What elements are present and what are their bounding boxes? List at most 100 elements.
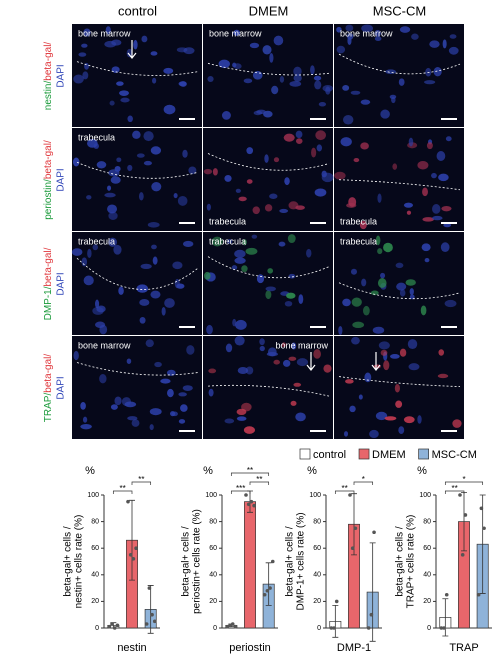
data-point bbox=[228, 623, 232, 628]
cell bbox=[377, 278, 387, 288]
cell bbox=[259, 338, 265, 346]
data-point bbox=[332, 626, 336, 630]
cell bbox=[208, 388, 214, 397]
row-label-part: beta-gal/ bbox=[43, 42, 54, 81]
y-tick-label: 60 bbox=[209, 545, 217, 552]
cell bbox=[246, 147, 254, 155]
cell bbox=[438, 349, 445, 356]
cell bbox=[421, 243, 431, 252]
cell bbox=[361, 278, 367, 287]
cell bbox=[423, 80, 436, 85]
y-tick-label: 20 bbox=[209, 598, 217, 605]
cell bbox=[249, 42, 260, 49]
row-label: periostin/beta-gal/ bbox=[43, 140, 54, 220]
cell bbox=[340, 137, 352, 147]
cell bbox=[237, 366, 249, 374]
cell bbox=[171, 411, 178, 417]
cell bbox=[431, 172, 437, 179]
data-point bbox=[372, 530, 376, 535]
cell bbox=[374, 36, 382, 42]
cell bbox=[392, 163, 398, 170]
cell bbox=[132, 130, 141, 139]
cell bbox=[432, 204, 441, 214]
data-point bbox=[107, 624, 112, 629]
significance-bracket bbox=[334, 490, 355, 494]
y-tick-label: 20 bbox=[313, 598, 321, 605]
cell bbox=[346, 203, 357, 208]
cell bbox=[289, 81, 302, 87]
cell bbox=[452, 419, 462, 428]
cell bbox=[310, 65, 315, 75]
cell bbox=[314, 188, 327, 197]
cell bbox=[399, 289, 406, 297]
cell bbox=[291, 342, 297, 350]
cell bbox=[286, 292, 296, 299]
data-point bbox=[463, 513, 468, 517]
unit: % bbox=[307, 465, 317, 477]
cell bbox=[126, 48, 133, 58]
cell bbox=[164, 298, 175, 308]
cell bbox=[438, 173, 449, 182]
cell bbox=[73, 350, 79, 361]
cell bbox=[243, 426, 256, 434]
cell bbox=[420, 305, 427, 316]
cell bbox=[86, 195, 92, 200]
y-tick-label: 100 bbox=[419, 492, 431, 499]
cell bbox=[232, 62, 237, 68]
cell bbox=[364, 372, 372, 383]
cell bbox=[437, 373, 449, 379]
cell bbox=[279, 75, 285, 83]
cell bbox=[235, 188, 241, 193]
panel-label: bone marrow bbox=[340, 28, 393, 38]
cell bbox=[151, 181, 162, 192]
cell bbox=[350, 90, 361, 95]
data-point bbox=[230, 622, 235, 626]
row-label-part: periostin/ bbox=[43, 179, 54, 220]
cell bbox=[426, 142, 433, 150]
significance-bracket bbox=[249, 481, 270, 485]
cell bbox=[245, 247, 258, 255]
y-tick-label: 100 bbox=[309, 492, 321, 499]
y-tick-label: 80 bbox=[423, 518, 431, 525]
cell bbox=[166, 369, 176, 376]
significance-label: ** bbox=[138, 475, 144, 484]
y-tick-label: 100 bbox=[205, 492, 217, 499]
cell bbox=[358, 394, 363, 400]
cell bbox=[207, 75, 214, 83]
cell bbox=[133, 39, 138, 50]
cell bbox=[136, 284, 149, 293]
row-label-part: nestin/ bbox=[43, 81, 54, 111]
cell bbox=[80, 423, 92, 430]
cell bbox=[242, 239, 247, 246]
row-label-part: TRAP/ bbox=[43, 393, 54, 423]
panel-label: trabecula bbox=[209, 216, 246, 226]
significance-label: *** bbox=[236, 484, 245, 493]
cell bbox=[444, 299, 457, 308]
cell bbox=[178, 419, 186, 424]
cell bbox=[82, 416, 88, 423]
x-axis-label: TRAP bbox=[449, 642, 478, 654]
column-header: DMEM bbox=[249, 3, 289, 18]
row-label-part: beta-gal/ bbox=[43, 354, 54, 393]
cell bbox=[119, 90, 129, 96]
cell bbox=[323, 364, 332, 373]
cell bbox=[394, 384, 400, 393]
cell bbox=[383, 242, 393, 253]
cell bbox=[113, 244, 122, 255]
cell bbox=[442, 39, 447, 49]
y-tick-label: 40 bbox=[423, 572, 431, 579]
y-tick-label: 40 bbox=[313, 572, 321, 579]
cell bbox=[445, 136, 452, 142]
cell bbox=[161, 307, 166, 316]
significance-label: ** bbox=[342, 484, 348, 493]
cell bbox=[265, 290, 272, 300]
y-tick-label: 60 bbox=[313, 545, 321, 552]
cell bbox=[281, 342, 286, 348]
cell bbox=[96, 161, 107, 169]
data-point bbox=[458, 493, 462, 497]
cell bbox=[149, 424, 154, 431]
boundary bbox=[338, 376, 461, 387]
row-stain: DAPI bbox=[56, 168, 67, 191]
y-axis-label: DMP-1+ cells rate (%) bbox=[296, 512, 307, 610]
cell bbox=[360, 142, 369, 150]
